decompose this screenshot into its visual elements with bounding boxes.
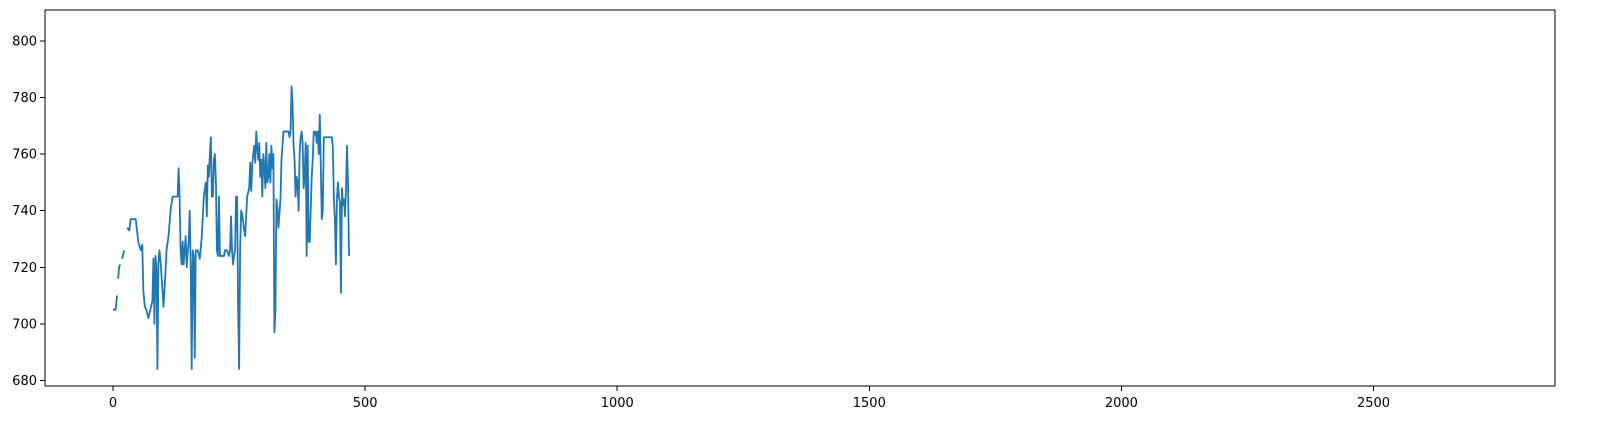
x-tick-label: 2500 — [1357, 396, 1390, 411]
x-tick-label: 500 — [353, 396, 378, 411]
y-tick-label: 760 — [12, 148, 37, 163]
x-tick-label: 2000 — [1105, 396, 1138, 411]
y-tick-label: 700 — [12, 317, 37, 332]
y-tick-label: 680 — [12, 374, 37, 389]
x-tick-label: 1000 — [601, 396, 634, 411]
series-0-segment-0 — [113, 295, 118, 311]
y-tick-label: 780 — [12, 91, 37, 106]
y-tick-label: 740 — [12, 204, 37, 219]
x-tick-label: 1500 — [853, 396, 886, 411]
y-tick-label: 800 — [12, 35, 37, 50]
series-0-segment-1 — [117, 264, 121, 279]
y-tick-label: 720 — [12, 261, 37, 276]
series-0-segment-2 — [121, 250, 126, 259]
series-0-segment-3 — [126, 85, 350, 370]
axes-frame — [44, 9, 1556, 387]
x-axis: 0 500 1000 1500 2000 2500 — [109, 386, 1390, 411]
plot-data — [113, 85, 350, 370]
x-tick-label: 0 — [109, 396, 117, 411]
y-axis: 680 700 720 740 760 780 800 — [12, 35, 45, 389]
